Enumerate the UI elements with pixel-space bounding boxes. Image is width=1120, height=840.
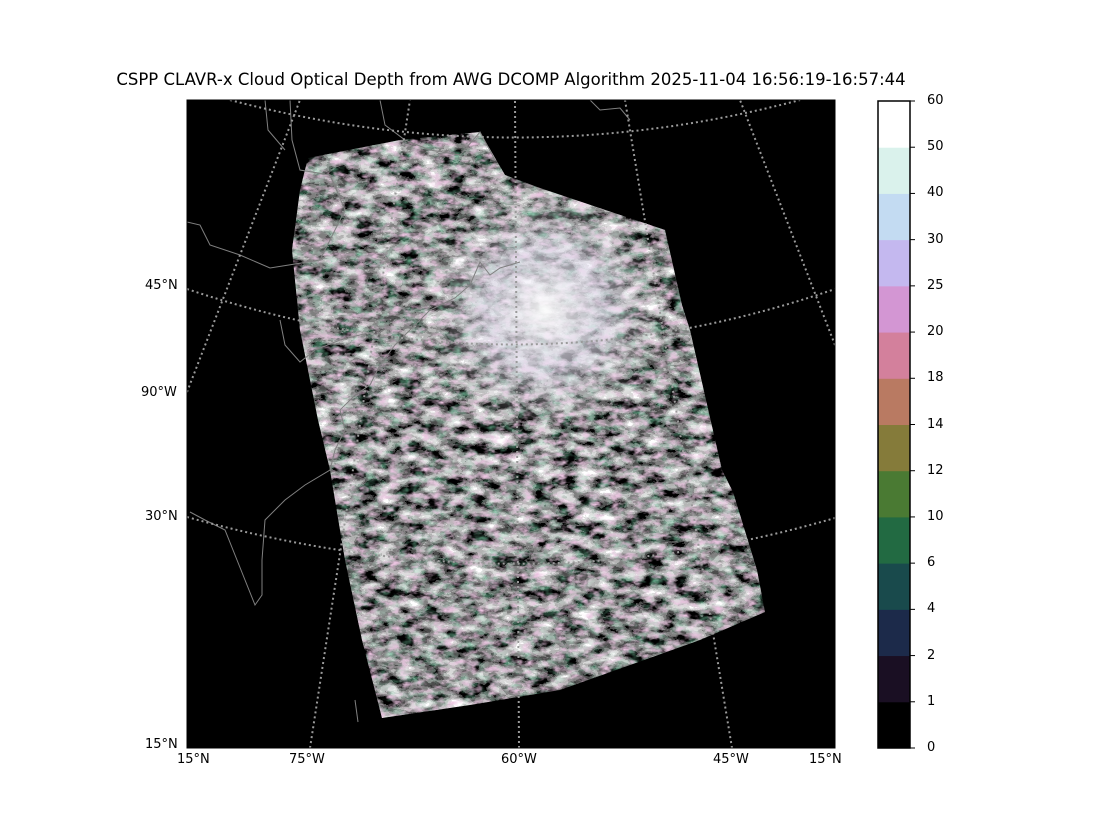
colorbar-tick-label: 18 [927,370,944,386]
colorbar-tick-label: 60 [927,93,944,108]
left-label-30n: 30°N [145,509,178,524]
gridline-90w [187,100,301,393]
colorbar-tick-label: 14 [927,416,944,432]
gridline-60w [514,100,520,748]
colorbar-tick-label: 10 [927,508,944,524]
gridline-30n [187,516,835,565]
colorbar-tick-label: 25 [927,277,944,293]
bottom-label-15n-left: 15°N [177,752,210,767]
colorbar-tick-label: 12 [927,462,944,478]
colorbar-tick-label: 1 [927,693,936,709]
gridline-75w [309,100,411,748]
chart-title: CSPP CLAVR-x Cloud Optical Depth from AW… [116,70,906,89]
storm-core [395,200,695,420]
colorbar-segment [878,655,910,703]
colorbar-segment [878,609,910,657]
colorbar-segment [878,563,910,610]
colorbar-tick-label: 0 [927,740,936,755]
bottom-label-60w: 60°W [501,752,537,767]
colorbar-segment [878,516,910,564]
colorbar-segment [878,193,910,241]
bottom-label-15n-right: 15°N [809,752,842,767]
colorbar [878,100,915,749]
left-label-90w: 90°W [141,385,177,400]
coastlines [187,100,631,723]
colorbar-tick-label: 6 [927,555,936,571]
map-frame [186,99,836,749]
colorbar-tick-label: 4 [927,601,936,617]
left-label-45n: 45°N [145,278,178,293]
colorbar-tick-label: 20 [927,324,944,340]
colorbar-tick-label: 50 [927,139,944,155]
colorbar-segment [878,285,910,333]
colorbar-segment [878,424,910,472]
colorbar-segment [878,378,910,425]
colorbar-tick-label: 30 [927,231,944,247]
colorbar-tick-label: 40 [927,185,944,201]
gridline-30w [739,100,835,346]
bottom-label-75w: 75°W [289,752,325,767]
colorbar-segment [878,470,910,518]
gridline-60n [229,100,801,139]
colorbar-segment [878,701,910,749]
gridline-45n [187,288,835,346]
left-label-15n: 15°N [145,737,178,752]
storm-band [600,380,720,480]
colorbar-frame [877,100,911,749]
colorbar-segment [878,239,910,287]
colorbar-tick-label: 2 [927,647,936,663]
colorbar-segment [878,101,910,148]
graticule [187,100,835,748]
colorbar-segment [878,332,910,379]
bottom-label-45w: 45°W [713,752,749,767]
colorbar-segment [878,147,910,194]
